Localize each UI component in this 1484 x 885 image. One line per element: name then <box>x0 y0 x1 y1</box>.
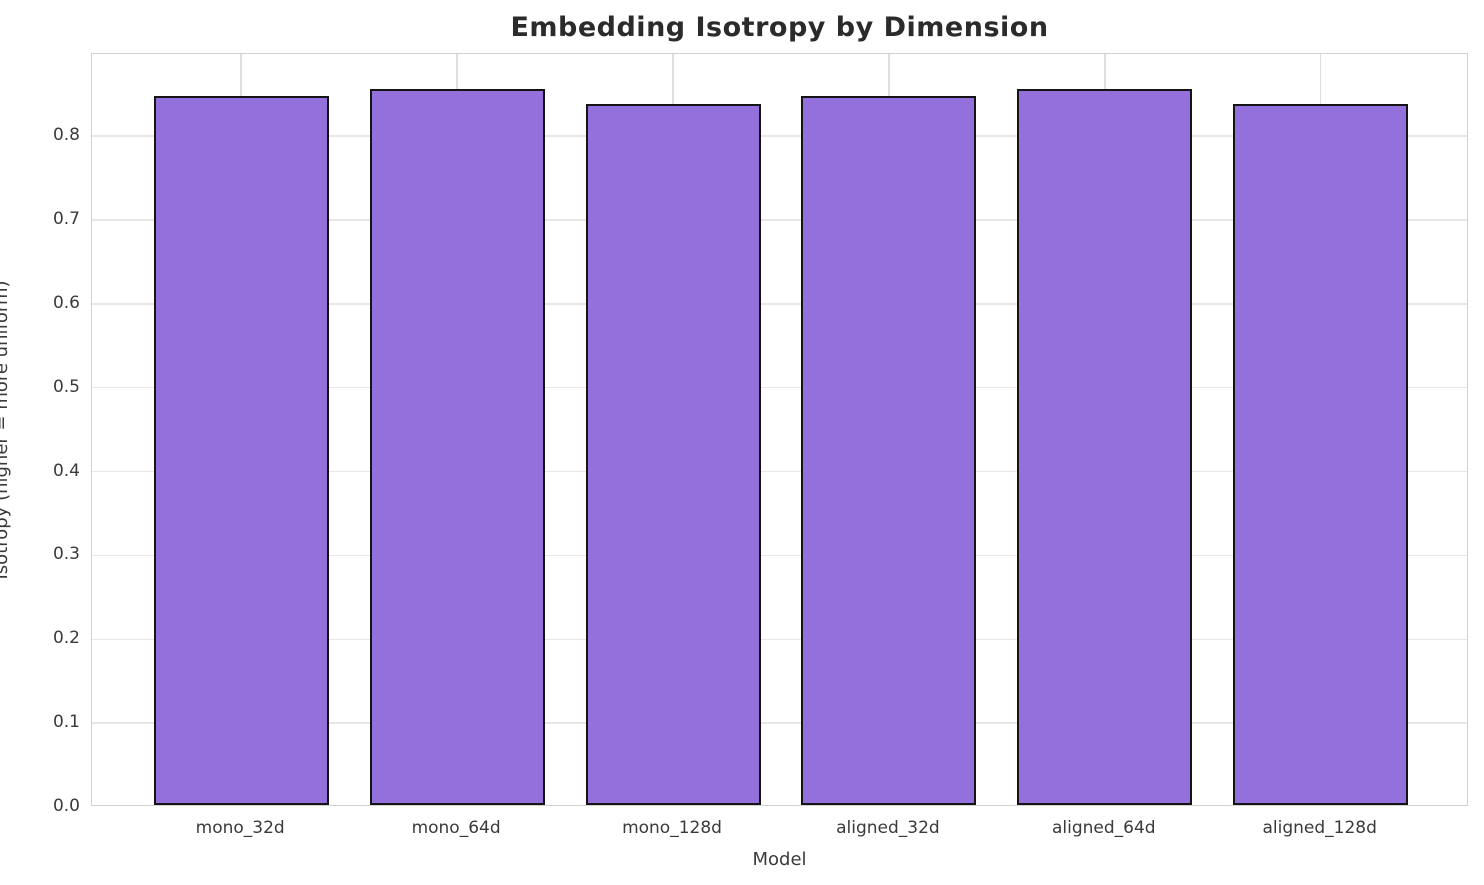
horizontal-gridline <box>92 135 1467 137</box>
bar-mono_128d <box>585 104 761 805</box>
x-tick-label-aligned_64d: aligned_64d <box>1051 818 1156 838</box>
y-tick-label: 0.6 <box>52 292 80 313</box>
horizontal-gridline <box>92 722 1467 724</box>
x-tick-label-mono_32d: mono_32d <box>195 818 285 838</box>
y-tick-label: 0.8 <box>52 125 80 146</box>
bar-mono_64d <box>369 88 545 805</box>
bar-mono_32d <box>153 96 329 805</box>
bar-aligned_64d <box>1017 88 1193 805</box>
bar-aligned_128d <box>1233 104 1409 805</box>
x-tick-label-aligned_32d: aligned_32d <box>836 818 940 838</box>
x-axis-label: Model <box>752 849 807 870</box>
horizontal-gridline <box>92 219 1467 221</box>
x-tick-label-mono_64d: mono_64d <box>411 818 501 838</box>
y-tick-label: 0.0 <box>52 796 80 816</box>
x-tick-label-aligned_128d: aligned_128d <box>1262 818 1377 838</box>
horizontal-gridline <box>92 303 1467 305</box>
y-tick-label: 0.7 <box>52 209 80 230</box>
y-axis-label: Isotropy (higher = more uniform) <box>0 280 12 580</box>
y-tick-label: 0.2 <box>52 628 80 649</box>
bar-aligned_32d <box>801 96 977 805</box>
y-tick-label: 0.5 <box>52 376 80 397</box>
y-tick-label: 0.3 <box>52 544 80 565</box>
plot-area <box>91 53 1468 806</box>
horizontal-gridline <box>92 554 1467 557</box>
horizontal-gridline <box>92 638 1467 641</box>
horizontal-gridline <box>92 470 1467 473</box>
chart-title: Embedding Isotropy by Dimension <box>510 12 1049 43</box>
x-tick-label-mono_128d: mono_128d <box>622 818 722 838</box>
y-tick-label: 0.1 <box>52 712 80 733</box>
y-tick-label: 0.4 <box>52 460 80 481</box>
horizontal-gridline <box>92 386 1467 389</box>
